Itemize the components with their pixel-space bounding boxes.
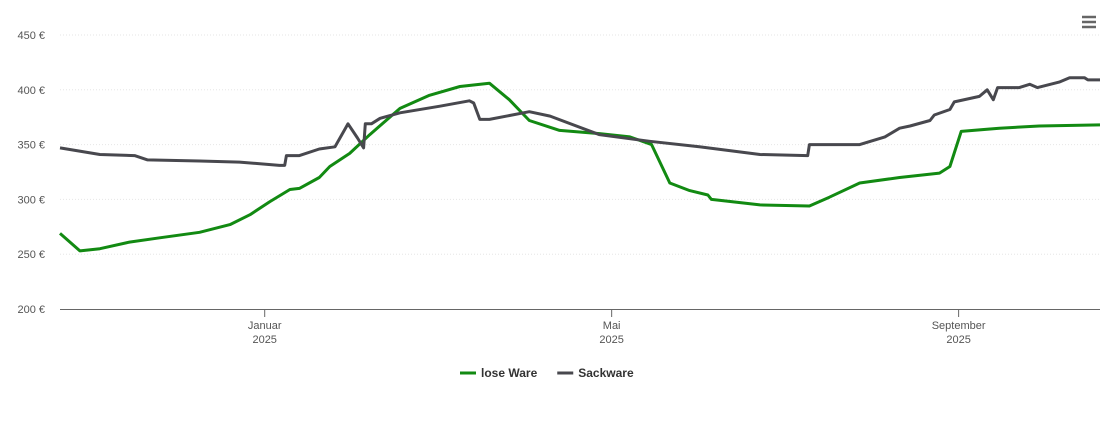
- series-line: [59, 76, 1100, 167]
- y-tick-label: 450 €: [17, 30, 45, 42]
- y-tick-label: 200 €: [17, 304, 45, 316]
- legend-item[interactable]: Sackware: [557, 366, 634, 380]
- legend-label: lose Ware: [481, 366, 538, 380]
- menu-button[interactable]: [1078, 12, 1100, 32]
- y-tick-label: 300 €: [17, 194, 45, 206]
- x-tick-label: Mai 2025: [599, 320, 623, 346]
- legend-item[interactable]: lose Ware: [460, 366, 538, 380]
- x-tick-label: September 2025: [932, 320, 986, 346]
- y-tick-label: 350 €: [17, 140, 45, 152]
- x-tick-label: Januar 2025: [248, 320, 282, 346]
- series-line: [59, 81, 1101, 253]
- y-tick-label: 250 €: [17, 249, 45, 261]
- legend-label: Sackware: [578, 366, 634, 380]
- y-tick-label: 400 €: [17, 85, 45, 97]
- legend: lose Ware Sackware: [460, 366, 634, 380]
